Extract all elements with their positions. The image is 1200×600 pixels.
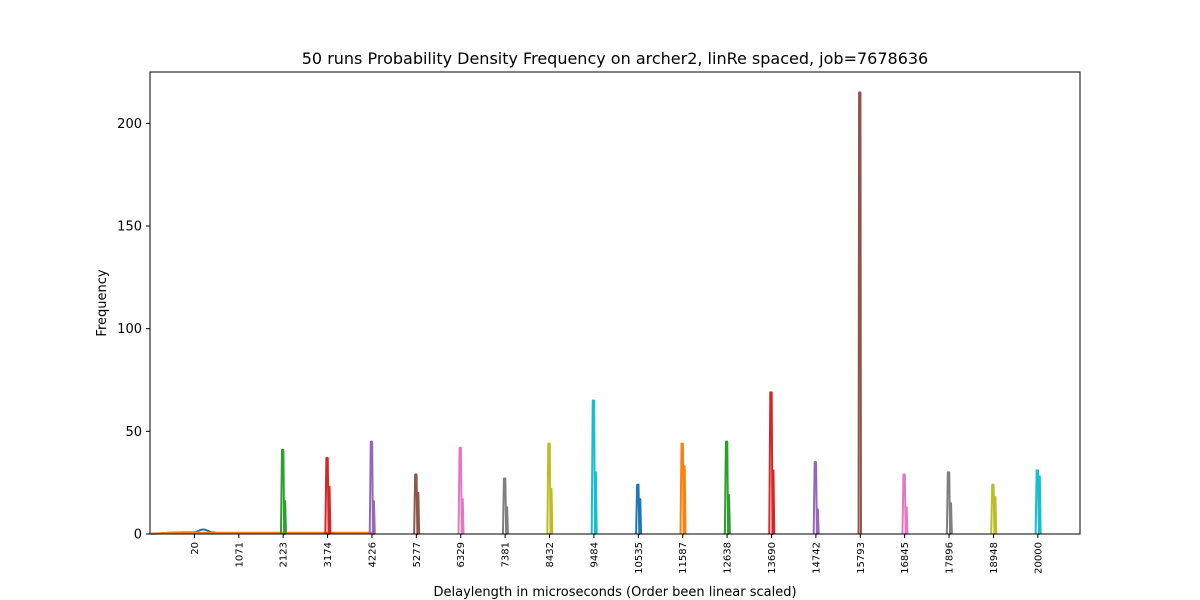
chart-title: 50 runs Probability Density Frequency on… bbox=[302, 49, 928, 68]
series-line-10535 bbox=[635, 483, 643, 535]
x-tick-label: 4226 bbox=[367, 542, 378, 567]
series-line-7381 bbox=[501, 477, 509, 535]
plot-frame bbox=[149, 71, 1081, 535]
x-tick-label: 12638 bbox=[723, 542, 734, 574]
x-tick-label: 10535 bbox=[634, 542, 645, 574]
series-line-14742 bbox=[812, 461, 820, 535]
series-line-6329 bbox=[457, 446, 465, 535]
x-tick-label: 20 bbox=[190, 542, 201, 555]
x-tick-label: 6329 bbox=[456, 542, 467, 567]
series-line-2123 bbox=[279, 448, 287, 535]
series-line-20000 bbox=[1034, 469, 1042, 535]
x-tick-label: 2123 bbox=[279, 542, 290, 567]
y-axis-label: Frequency bbox=[95, 269, 110, 336]
series-line-5277 bbox=[413, 473, 421, 535]
y-tick-label: 50 bbox=[125, 425, 142, 440]
series-line-8432 bbox=[546, 442, 554, 535]
y-tick-label: 200 bbox=[117, 117, 142, 132]
x-tick-label: 3174 bbox=[323, 542, 334, 567]
x-axis: 20 1071 2123 3174 4226 5277 6329 7381 8432 9484 10… bbox=[190, 534, 1044, 574]
x-tick-label: 7381 bbox=[501, 542, 512, 567]
x-tick-label: 5277 bbox=[412, 542, 423, 567]
x-tick-label: 14742 bbox=[811, 542, 822, 574]
x-tick-label: 16845 bbox=[900, 542, 911, 574]
x-tick-label: 15793 bbox=[856, 542, 867, 574]
y-tick-label: 0 bbox=[134, 528, 142, 543]
y-tick-label: 150 bbox=[117, 220, 142, 235]
x-tick-label: 20000 bbox=[1033, 542, 1044, 574]
series-line-3174 bbox=[324, 457, 332, 535]
series-line-18948 bbox=[990, 483, 998, 535]
series-line-13690 bbox=[768, 391, 776, 535]
series-line-11587 bbox=[679, 442, 687, 535]
series-line-15793 bbox=[857, 91, 862, 535]
x-tick-label: 11587 bbox=[678, 542, 689, 574]
x-tick-label: 8432 bbox=[545, 542, 556, 567]
series-layer bbox=[150, 91, 1042, 535]
series-line-12638 bbox=[723, 440, 731, 535]
x-axis-label: Delaylength in microseconds (Order been … bbox=[433, 585, 796, 600]
series-line-17896 bbox=[945, 471, 953, 535]
y-tick-label: 100 bbox=[117, 322, 142, 337]
x-tick-label: 9484 bbox=[589, 542, 600, 567]
x-tick-label: 18948 bbox=[989, 542, 1000, 574]
series-line-4226 bbox=[368, 440, 376, 535]
series-line-16845 bbox=[901, 473, 909, 535]
x-tick-label: 17896 bbox=[945, 542, 956, 574]
x-tick-label: 1071 bbox=[234, 542, 245, 567]
series-line-9484 bbox=[590, 399, 598, 535]
y-axis: 0 50 100 150 200 bbox=[117, 117, 150, 543]
x-tick-label: 13690 bbox=[767, 542, 778, 574]
